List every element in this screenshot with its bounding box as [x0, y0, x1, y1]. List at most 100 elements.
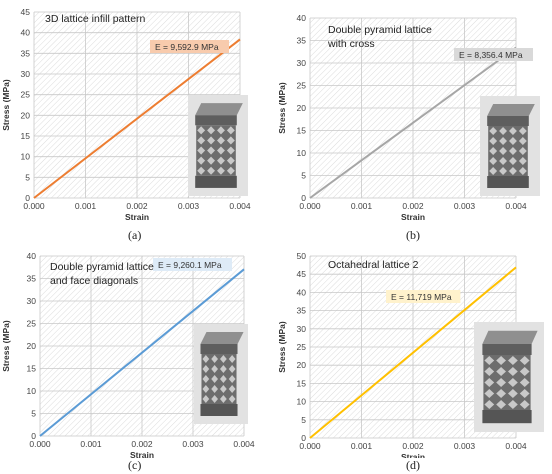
x-tick-label: 0.004	[505, 201, 527, 211]
y-tick-label: 0	[25, 193, 30, 203]
y-axis-label: Stress (MPa)	[1, 79, 11, 131]
x-axis-label: Strain	[130, 450, 154, 458]
y-tick-label: 10	[21, 152, 31, 162]
y-axis-label: Stress (MPa)	[277, 321, 287, 373]
chart-panel-a: 0 5 10 15 20 25 30 35 40 45 0.000 0.001 0.002 0.003 0.…	[0, 0, 276, 225]
chart-svg-a: 0 5 10 15 20 25 30 35 40 45 0.000 0.001 0.002 0.003 0.…	[1, 7, 251, 222]
x-tick-label: 0.000	[299, 201, 321, 211]
x-tick-label: 0.000	[299, 441, 321, 451]
x-tick-label: 0.000	[23, 201, 45, 211]
y-tick-label: 40	[297, 13, 307, 23]
y-axis-label: Stress (MPa)	[1, 320, 11, 372]
y-tick-label: 40	[27, 251, 37, 261]
chart-title: Double pyramid lattice	[50, 261, 154, 273]
x-tick-label: 0.004	[505, 441, 527, 451]
x-tick-label: 0.000	[29, 439, 51, 449]
chart-panel-d: 0 5 10 15 20 25 30 35 40 45 50 0.000 0.001 0.002 0.003…	[276, 246, 552, 458]
y-tick-label: 5	[31, 409, 36, 419]
y-tick-label: 35	[21, 48, 31, 58]
y-tick-label: 30	[21, 69, 31, 79]
x-tick-label: 0.001	[80, 439, 102, 449]
y-tick-label: 15	[27, 364, 37, 374]
panel-label-b: (b)	[406, 228, 420, 242]
chart-svg-c: 0 5 10 15 20 25 30 35 40 0.000 0.001 0.002 0.003 0.00…	[1, 251, 255, 458]
y-tick-label: 45	[21, 7, 31, 17]
y-tick-label: 0	[31, 431, 36, 441]
x-axis-label: Strain	[401, 452, 425, 458]
x-tick-label: 0.003	[178, 201, 200, 211]
y-tick-label: 25	[297, 342, 307, 352]
x-tick-label: 0.003	[182, 439, 204, 449]
x-tick-label: 0.002	[131, 439, 153, 449]
modulus-annotation-box	[153, 258, 232, 271]
x-tick-label: 0.001	[75, 201, 97, 211]
y-axis-label: Stress (MPa)	[277, 82, 287, 134]
x-tick-label: 0.001	[351, 201, 373, 211]
y-tick-label: 35	[27, 274, 37, 284]
y-tick-label: 15	[297, 126, 307, 136]
y-tick-label: 30	[297, 58, 307, 68]
y-tick-label: 20	[27, 341, 37, 351]
chart-panel-c: 0 5 10 15 20 25 30 35 40 0.000 0.001 0.002 0.003 0.00…	[0, 246, 276, 458]
panel-label-d: (d)	[406, 458, 420, 472]
y-tick-label: 20	[297, 360, 307, 370]
chart-title: Octahedral lattice 2	[328, 259, 419, 271]
y-tick-label: 5	[25, 172, 30, 182]
x-tick-label: 0.001	[351, 441, 373, 451]
lattice-specimen-image	[480, 96, 540, 196]
y-tick-label: 0	[301, 193, 306, 203]
y-tick-label: 15	[297, 378, 307, 388]
y-tick-label: 30	[27, 296, 37, 306]
x-tick-label: 0.002	[126, 201, 148, 211]
chart-title: with cross	[327, 38, 375, 50]
y-tick-label: 0	[301, 433, 306, 443]
y-tick-label: 50	[297, 251, 307, 261]
x-tick-label: 0.002	[402, 441, 424, 451]
y-tick-label: 10	[297, 148, 307, 158]
y-tick-label: 5	[301, 171, 306, 181]
stress-strain-line	[309, 266, 517, 439]
stress-strain-line	[33, 38, 241, 199]
y-tick-label: 35	[297, 306, 307, 316]
panel-label-c: (c)	[128, 458, 142, 472]
x-axis-label: Strain	[125, 212, 149, 222]
y-tick-label: 40	[297, 287, 307, 297]
y-tick-label: 10	[27, 386, 37, 396]
y-tick-label: 25	[21, 90, 31, 100]
modulus-annotation: E = 11,719 MPa	[391, 292, 452, 302]
y-tick-label: 25	[27, 319, 37, 329]
x-tick-label: 0.002	[402, 201, 424, 211]
modulus-annotation: E = 9,592.9 MPa	[155, 42, 219, 52]
x-tick-label: 0.003	[454, 201, 476, 211]
y-tick-label: 45	[297, 269, 307, 279]
chart-title: 3D lattice infill pattern	[45, 13, 146, 25]
panel-label-a: (a)	[128, 228, 142, 242]
y-tick-label: 5	[301, 415, 306, 425]
lattice-specimen-image	[188, 95, 248, 196]
y-tick-label: 20	[297, 103, 307, 113]
lattice-specimen-image	[474, 322, 544, 432]
y-tick-label: 10	[297, 397, 307, 407]
x-tick-label: 0.004	[229, 201, 251, 211]
y-tick-label: 15	[21, 131, 31, 141]
x-tick-label: 0.004	[233, 439, 255, 449]
x-tick-label: 0.003	[454, 441, 476, 451]
x-axis-label: Strain	[401, 212, 425, 222]
modulus-annotation: E = 9,260.1 MPa	[158, 260, 222, 270]
modulus-annotation-box	[150, 40, 229, 53]
modulus-annotation-box	[386, 290, 461, 303]
chart-svg-d: 0 5 10 15 20 25 30 35 40 45 50 0.000 0.001 0.002 0.003…	[277, 251, 544, 458]
chart-panel-b: 0 5 10 15 20 25 30 35 40 0.000 0.001 0.002 0.003 0.00…	[276, 0, 552, 225]
modulus-annotation-box	[454, 48, 533, 61]
chart-title: Double pyramid lattice	[328, 24, 432, 36]
y-tick-label: 35	[297, 36, 307, 46]
y-tick-label: 40	[21, 28, 31, 38]
y-tick-label: 20	[21, 110, 31, 120]
y-tick-label: 25	[297, 81, 307, 91]
y-tick-label: 30	[297, 324, 307, 334]
chart-title: and face diagonals	[50, 275, 138, 287]
stress-strain-line	[39, 268, 245, 437]
stress-strain-line	[309, 46, 517, 199]
modulus-annotation: E = 8,356.4 MPa	[459, 50, 523, 60]
lattice-specimen-image	[194, 324, 248, 424]
